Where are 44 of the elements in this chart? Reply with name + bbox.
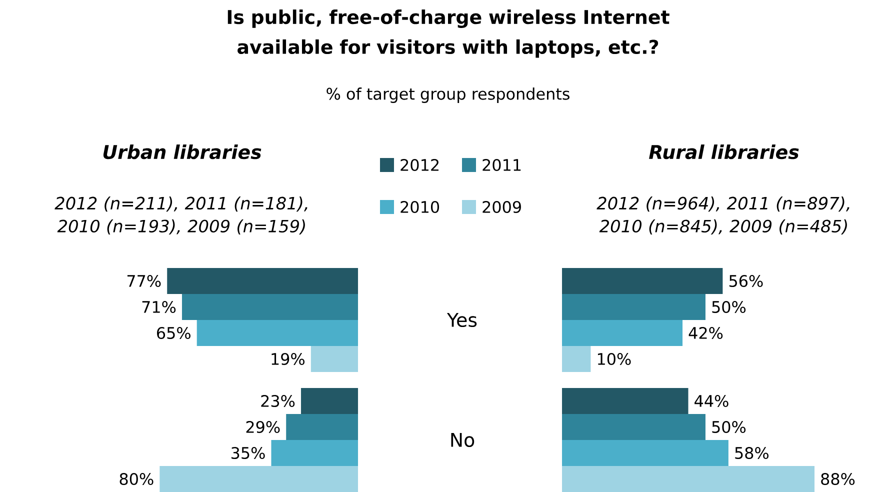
data-label: 44% (694, 394, 728, 408)
bar (562, 466, 815, 492)
bar (562, 440, 728, 466)
data-label: 58% (735, 446, 768, 460)
chart-subtitle: 2012 (n=964), 2011 (n=897), 2010 (n=845), 2009 (n=485) (596, 196, 850, 235)
bar (562, 414, 706, 440)
data-label: 71% (142, 300, 176, 314)
data-label: 42% (688, 326, 723, 340)
bar (562, 346, 591, 372)
bar (562, 388, 688, 414)
chart-title: Rural libraries (649, 144, 799, 160)
bar (300, 388, 358, 414)
text: Is public, free-of-charge wireless Internet available for visitors with laptops, etc.? (228, 10, 670, 58)
bar (160, 466, 358, 492)
data-label: 50% (712, 420, 746, 434)
data-label: 88% (821, 472, 855, 486)
y-tick-label: No (451, 432, 474, 448)
data-label: 23% (261, 394, 295, 408)
data-label: 29% (246, 420, 280, 434)
data-label: 19% (272, 352, 304, 366)
data-label: 65% (157, 326, 190, 340)
bar (271, 440, 358, 466)
y-tick-label: Yes (446, 312, 477, 328)
bar (286, 414, 358, 440)
data-label: 35% (232, 446, 265, 460)
bar (196, 320, 358, 346)
data-label: 56% (729, 274, 763, 288)
bar (167, 268, 358, 294)
data-label: 50% (712, 300, 746, 314)
bar (562, 294, 706, 320)
data-label: 80% (120, 472, 154, 486)
bar (562, 268, 723, 294)
chart-title: Urban libraries (103, 144, 262, 160)
bar (562, 320, 683, 346)
legend-label: 2012 (400, 158, 438, 172)
legend-label: 2009 (482, 200, 521, 214)
chart-subtitle: 2012 (n=211), 2011 (n=181), 2010 (n=193), 2009 (n=159) (54, 196, 308, 235)
legend-label: 2011 (482, 158, 521, 172)
bar (310, 346, 358, 372)
bar (182, 294, 358, 320)
text: % of target group respondents (326, 88, 570, 103)
data-label: 10% (598, 352, 631, 366)
data-label: 77% (127, 274, 161, 288)
legend-label: 2010 (400, 200, 440, 214)
